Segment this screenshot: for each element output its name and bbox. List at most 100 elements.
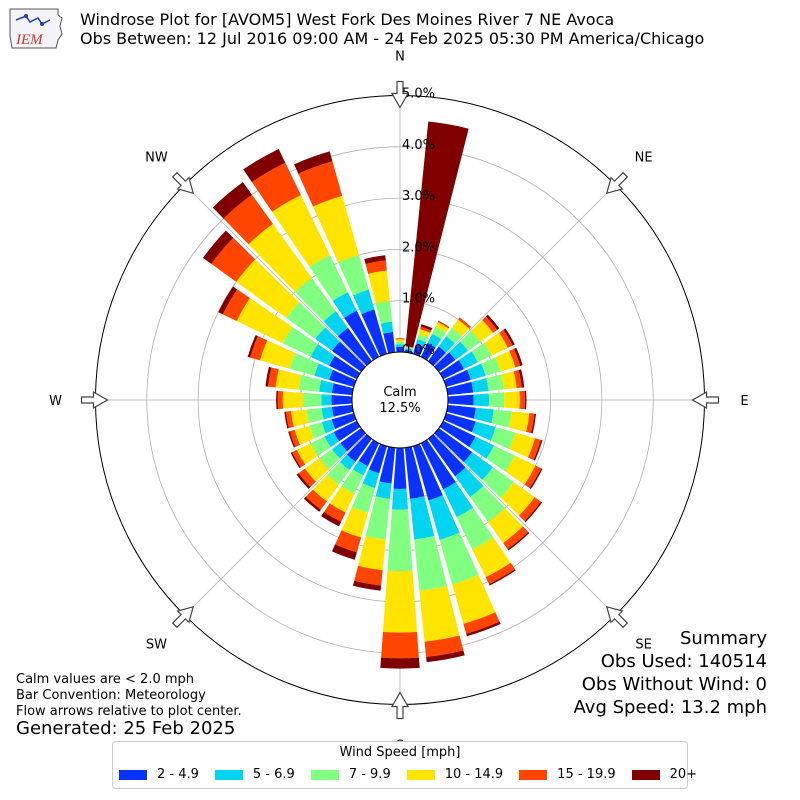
- flow-arrow-icon: [605, 605, 629, 629]
- bar-segment: [329, 369, 357, 387]
- bar-segment: [413, 343, 424, 357]
- bar-segment: [513, 369, 522, 389]
- bar-segment: [490, 427, 516, 450]
- bar-segment: [202, 230, 234, 264]
- bar-segment: [298, 375, 322, 392]
- flow-arrow-icon: [390, 691, 410, 720]
- bar-segment: [339, 454, 356, 471]
- bar-segment: [446, 327, 463, 344]
- bar-segment: [437, 321, 450, 329]
- bar-segment: [352, 289, 375, 315]
- bar-segment: [379, 446, 396, 484]
- bar-segment: [380, 321, 394, 334]
- bar-segment: [332, 292, 357, 318]
- bar-segment: [467, 363, 486, 380]
- bar-segment: [282, 326, 318, 357]
- grid-spoke: [433, 184, 616, 367]
- bar-segment: [324, 503, 346, 522]
- legend-label: 5 - 6.9: [252, 767, 295, 782]
- bar-segment: [276, 390, 278, 410]
- compass-label: N: [395, 50, 405, 65]
- bar-segment: [277, 391, 284, 409]
- bar-segment: [443, 482, 474, 518]
- bar-segment: [375, 301, 393, 324]
- legend-item: 5 - 6.9: [214, 767, 295, 782]
- bar-segment: [404, 349, 413, 354]
- bar-segment: [419, 585, 460, 642]
- bar-segment: [518, 369, 525, 388]
- bar-segment: [396, 346, 404, 353]
- bar-segment: [236, 259, 300, 318]
- legend-label: 15 - 19.9: [557, 767, 616, 782]
- bar-segment: [338, 255, 369, 296]
- bar-segment: [449, 341, 469, 360]
- bar-segment: [456, 507, 494, 550]
- bar-segment: [413, 443, 443, 501]
- bar-segment: [524, 501, 543, 523]
- bar-segment: [469, 436, 495, 459]
- bar-segment: [503, 328, 515, 346]
- bar-segment: [509, 432, 536, 458]
- bar-segment: [446, 381, 474, 396]
- bar-segment: [315, 327, 340, 351]
- legend-label: 20+: [669, 767, 698, 782]
- bar-segment: [395, 339, 405, 342]
- bar-segment: [314, 363, 333, 380]
- bar-segment: [292, 449, 306, 468]
- bar-segment: [427, 333, 442, 348]
- bar-segment: [340, 428, 366, 452]
- bar-segment: [362, 469, 380, 489]
- grid-spoke: [184, 433, 367, 616]
- bar-segment: [439, 532, 479, 585]
- bar-segment: [298, 468, 316, 488]
- bar-segment: [294, 151, 333, 174]
- bar-segment: [420, 342, 436, 361]
- bar-segment: [424, 635, 464, 658]
- bar-segment: [309, 255, 348, 301]
- generated-date: Generated: 25 Feb 2025: [16, 718, 236, 739]
- legend-swatch: [119, 769, 147, 780]
- bar-segment: [341, 506, 369, 538]
- bar-segment: [337, 327, 372, 366]
- bar-segment: [529, 468, 543, 489]
- bar-segment: [499, 329, 513, 348]
- bar-segment: [321, 406, 334, 420]
- bar-segment: [380, 657, 420, 669]
- bar-segment: [414, 536, 448, 591]
- radial-tick-label: 1.0%: [402, 292, 435, 307]
- bar-segment: [473, 407, 494, 424]
- bar-segment: [405, 121, 469, 348]
- bar-segment: [470, 485, 505, 523]
- bar-segment: [344, 310, 380, 361]
- bar-segment: [488, 392, 505, 408]
- compass-label: W: [49, 394, 62, 409]
- calm-center: Calm 12.5%: [351, 351, 449, 449]
- bar-segment: [358, 536, 386, 571]
- legend-title: Wind Speed [mph]: [339, 745, 461, 760]
- bar-segment: [420, 326, 432, 333]
- bar-segment: [329, 355, 361, 380]
- bar-segment: [432, 326, 446, 340]
- bar-segment: [405, 346, 414, 349]
- bar-convention-note: Bar Convention: Meteorology: [16, 688, 206, 703]
- bar-segment: [250, 336, 268, 361]
- bar-segment: [473, 393, 490, 407]
- summary-heading: Summary: [680, 628, 767, 649]
- calm-label: Calm: [383, 385, 416, 400]
- bar-segment: [435, 322, 449, 333]
- bar-segment: [212, 182, 252, 219]
- bar-segment: [404, 446, 425, 499]
- bar-segment: [247, 335, 258, 358]
- bar-segment: [354, 565, 383, 586]
- bar-segment: [265, 366, 272, 387]
- chart-subtitle: Obs Between: 12 Jul 2016 09:00 AM - 24 F…: [80, 29, 705, 48]
- bar-segment: [528, 438, 541, 461]
- bar-segment: [368, 443, 387, 474]
- bar-segment: [331, 383, 354, 396]
- grid-spoke: [433, 433, 616, 616]
- bar-segment: [243, 148, 286, 183]
- bar-segment: [331, 443, 348, 459]
- legend-swatch: [214, 769, 243, 780]
- bar-segment: [364, 255, 386, 264]
